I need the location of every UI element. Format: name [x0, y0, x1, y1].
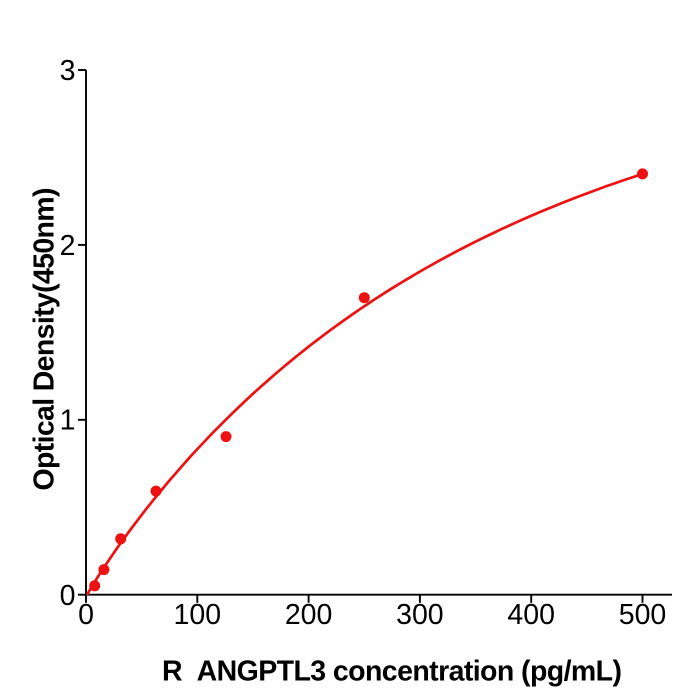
svg-text:0: 0 [78, 599, 94, 631]
svg-text:1: 1 [60, 405, 76, 437]
svg-text:R ANGPTL3 concentration (pg/m: R ANGPTL3 concentration (pg/mL) [162, 656, 622, 688]
svg-text:3: 3 [60, 55, 76, 87]
svg-text:300: 300 [396, 599, 444, 631]
svg-text:0: 0 [60, 580, 76, 612]
svg-text:Optical Density(450nm): Optical Density(450nm) [29, 188, 61, 491]
svg-text:200: 200 [285, 599, 333, 631]
svg-text:500: 500 [619, 599, 667, 631]
svg-text:400: 400 [507, 599, 555, 631]
svg-text:2: 2 [60, 230, 76, 262]
svg-text:100: 100 [174, 599, 222, 631]
